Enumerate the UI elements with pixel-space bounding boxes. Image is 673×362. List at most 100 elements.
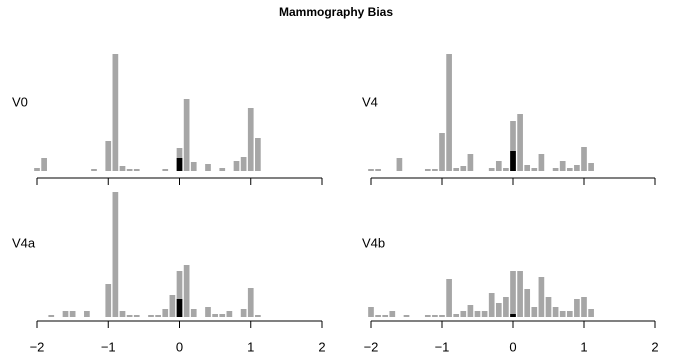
bar bbox=[247, 288, 254, 317]
bar bbox=[488, 168, 495, 171]
bar bbox=[69, 311, 76, 317]
bar bbox=[552, 168, 559, 171]
bar bbox=[552, 307, 559, 317]
bar bbox=[34, 168, 40, 171]
bar bbox=[574, 299, 580, 317]
bar bbox=[126, 315, 133, 317]
bar bbox=[112, 192, 119, 317]
bar bbox=[119, 166, 126, 171]
panel-label: V4a bbox=[12, 235, 36, 250]
chart-title: Mammography Bias bbox=[279, 5, 393, 19]
bar bbox=[510, 314, 516, 317]
bar bbox=[566, 311, 573, 317]
bar bbox=[105, 284, 112, 317]
bar bbox=[183, 265, 190, 317]
bar bbox=[233, 161, 240, 171]
bar bbox=[545, 297, 552, 317]
x-tick-label: −1 bbox=[435, 339, 450, 354]
bar bbox=[588, 163, 594, 171]
panel-label: V4b bbox=[362, 235, 385, 250]
x-tick-label: −2 bbox=[364, 339, 379, 354]
bar bbox=[566, 168, 573, 171]
bar bbox=[488, 293, 495, 317]
bar bbox=[524, 289, 531, 317]
bar bbox=[453, 168, 460, 171]
bar bbox=[105, 141, 112, 171]
bar bbox=[368, 169, 374, 171]
x-tick-label: −1 bbox=[101, 339, 116, 354]
bar bbox=[133, 315, 140, 317]
bar bbox=[531, 307, 538, 317]
x-tick-label: −2 bbox=[30, 339, 45, 354]
bar bbox=[517, 271, 523, 317]
bar bbox=[212, 314, 218, 317]
x-tick-label: 0 bbox=[509, 339, 516, 354]
bar bbox=[162, 309, 169, 317]
bar bbox=[91, 169, 97, 171]
bar bbox=[219, 168, 226, 171]
bar bbox=[446, 279, 452, 317]
bar bbox=[190, 309, 197, 317]
bar bbox=[467, 154, 474, 171]
bar bbox=[424, 315, 431, 317]
bar bbox=[112, 54, 119, 171]
bar bbox=[375, 169, 381, 171]
bar bbox=[247, 108, 254, 171]
bar bbox=[162, 169, 169, 171]
bar bbox=[446, 54, 452, 171]
x-tick-label: 1 bbox=[580, 339, 587, 354]
bar bbox=[460, 166, 467, 171]
bar bbox=[176, 299, 183, 317]
bar bbox=[219, 314, 226, 317]
bar bbox=[460, 311, 467, 317]
bar bbox=[538, 277, 545, 317]
bar bbox=[368, 307, 374, 317]
bar bbox=[396, 158, 403, 171]
bar bbox=[559, 161, 566, 171]
bar bbox=[510, 151, 516, 171]
bar bbox=[524, 165, 531, 171]
bar bbox=[517, 114, 523, 171]
x-tick-label: 0 bbox=[176, 339, 183, 354]
bar bbox=[503, 297, 509, 317]
bar bbox=[240, 309, 247, 317]
bar bbox=[119, 311, 126, 317]
bar bbox=[240, 157, 247, 171]
bar bbox=[503, 168, 509, 171]
bar bbox=[176, 158, 183, 171]
bar bbox=[183, 99, 190, 171]
bar bbox=[574, 165, 580, 171]
bar bbox=[510, 121, 516, 171]
bar bbox=[510, 271, 516, 317]
bar bbox=[559, 311, 566, 317]
panel-label: V0 bbox=[12, 94, 28, 109]
bar bbox=[424, 169, 431, 171]
panel-label: V4 bbox=[362, 94, 378, 109]
x-tick-label: 2 bbox=[318, 339, 325, 354]
bar bbox=[375, 315, 381, 317]
bar bbox=[432, 169, 438, 171]
x-tick-label: 2 bbox=[651, 339, 658, 354]
bar bbox=[169, 295, 176, 317]
bar bbox=[190, 162, 197, 171]
bar bbox=[432, 315, 438, 317]
bar bbox=[453, 314, 460, 317]
bar bbox=[148, 315, 154, 317]
bar bbox=[255, 138, 261, 171]
bar bbox=[62, 311, 69, 317]
bar bbox=[481, 311, 488, 317]
bar bbox=[48, 315, 55, 317]
bar bbox=[538, 154, 545, 171]
bar bbox=[389, 311, 396, 317]
x-tick-label: 1 bbox=[247, 339, 254, 354]
bar bbox=[205, 307, 211, 317]
bar bbox=[382, 315, 389, 317]
bar bbox=[133, 169, 140, 171]
bar bbox=[531, 168, 538, 171]
bar bbox=[495, 161, 502, 171]
bar bbox=[467, 305, 474, 317]
bar bbox=[474, 311, 481, 317]
bar bbox=[155, 315, 161, 317]
bar bbox=[205, 164, 211, 171]
